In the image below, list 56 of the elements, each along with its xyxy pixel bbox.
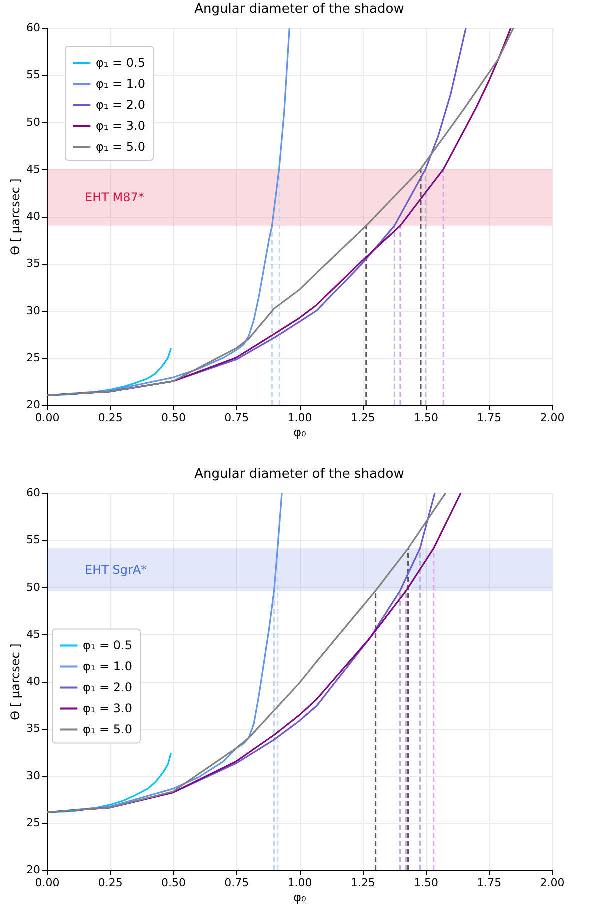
y-tick-label: 25 bbox=[26, 816, 40, 830]
legend-label: φ₁ = 1.0 bbox=[96, 77, 146, 91]
x-axis-title: φ₀ bbox=[294, 426, 307, 440]
y-tick-label: 50 bbox=[26, 116, 40, 129]
x-tick-label: 0.75 bbox=[224, 412, 250, 424]
legend-label: φ₁ = 1.0 bbox=[83, 660, 132, 674]
x-tick-label: 0.75 bbox=[224, 876, 250, 890]
x-tick-label: 0.50 bbox=[162, 876, 186, 890]
x-tick-label: 0.00 bbox=[35, 876, 60, 890]
line-series bbox=[47, 752, 172, 814]
y-tick-label: 55 bbox=[26, 534, 40, 547]
x-tick-label: 1.00 bbox=[288, 412, 312, 424]
x-tick-label: 2.00 bbox=[540, 412, 565, 424]
y-tick-label: 35 bbox=[26, 722, 40, 736]
y-tick-label: 20 bbox=[26, 398, 40, 412]
x-tick-label: 1.75 bbox=[477, 412, 502, 424]
x-tick-label: 1.75 bbox=[477, 876, 502, 890]
x-tick-label: 2.00 bbox=[540, 876, 565, 890]
legend-label: φ₁ = 2.0 bbox=[96, 98, 146, 112]
y-tick-label: 40 bbox=[26, 675, 40, 688]
y-tick-label: 50 bbox=[26, 580, 40, 594]
x-tick-label: 0.00 bbox=[35, 412, 60, 424]
band-label: EHT SgrA* bbox=[85, 562, 148, 577]
legend-label: φ₁ = 5.0 bbox=[96, 140, 146, 154]
line-series bbox=[47, 28, 290, 396]
chart-title: Angular diameter of the shadow bbox=[194, 2, 405, 17]
y-tick-label: 45 bbox=[26, 628, 40, 641]
y-tick-label: 60 bbox=[26, 22, 40, 34]
legend-label: φ₁ = 2.0 bbox=[83, 680, 132, 695]
y-tick-label: 30 bbox=[26, 304, 40, 318]
legend-label: φ₁ = 0.5 bbox=[96, 56, 146, 70]
y-tick-label: 40 bbox=[26, 210, 40, 223]
y-tick-label: 55 bbox=[26, 68, 40, 82]
y-axis-title: Θ [ μarcsec ] bbox=[8, 644, 23, 720]
x-tick-label: 0.50 bbox=[162, 412, 186, 424]
legend-label: φ₁ = 3.0 bbox=[96, 119, 146, 133]
y-tick-label: 20 bbox=[26, 864, 40, 876]
y-tick-label: 45 bbox=[26, 162, 40, 176]
y-axis-title: Θ [ μarcsec ] bbox=[8, 178, 23, 256]
y-tick-label: 60 bbox=[26, 486, 40, 500]
x-tick-label: 1.50 bbox=[414, 412, 438, 424]
x-tick-label: 1.25 bbox=[350, 876, 376, 890]
x-tick-label: 1.00 bbox=[288, 876, 312, 890]
x-axis-title: φ₀ bbox=[294, 890, 307, 904]
y-tick-label: 30 bbox=[26, 769, 40, 782]
x-tick-label: 0.25 bbox=[98, 412, 123, 424]
x-tick-label: 1.50 bbox=[414, 876, 438, 890]
legend-label: φ₁ = 3.0 bbox=[83, 702, 132, 716]
legend-label: φ₁ = 0.5 bbox=[83, 638, 132, 653]
chart-title: Angular diameter of the shadow bbox=[194, 467, 405, 482]
x-tick-label: 0.25 bbox=[98, 876, 123, 890]
y-tick-label: 35 bbox=[26, 257, 40, 270]
x-tick-label: 1.25 bbox=[350, 412, 376, 424]
band-label: EHT M87* bbox=[85, 190, 144, 205]
y-tick-label: 25 bbox=[26, 351, 40, 364]
legend-label: φ₁ = 5.0 bbox=[83, 722, 132, 737]
